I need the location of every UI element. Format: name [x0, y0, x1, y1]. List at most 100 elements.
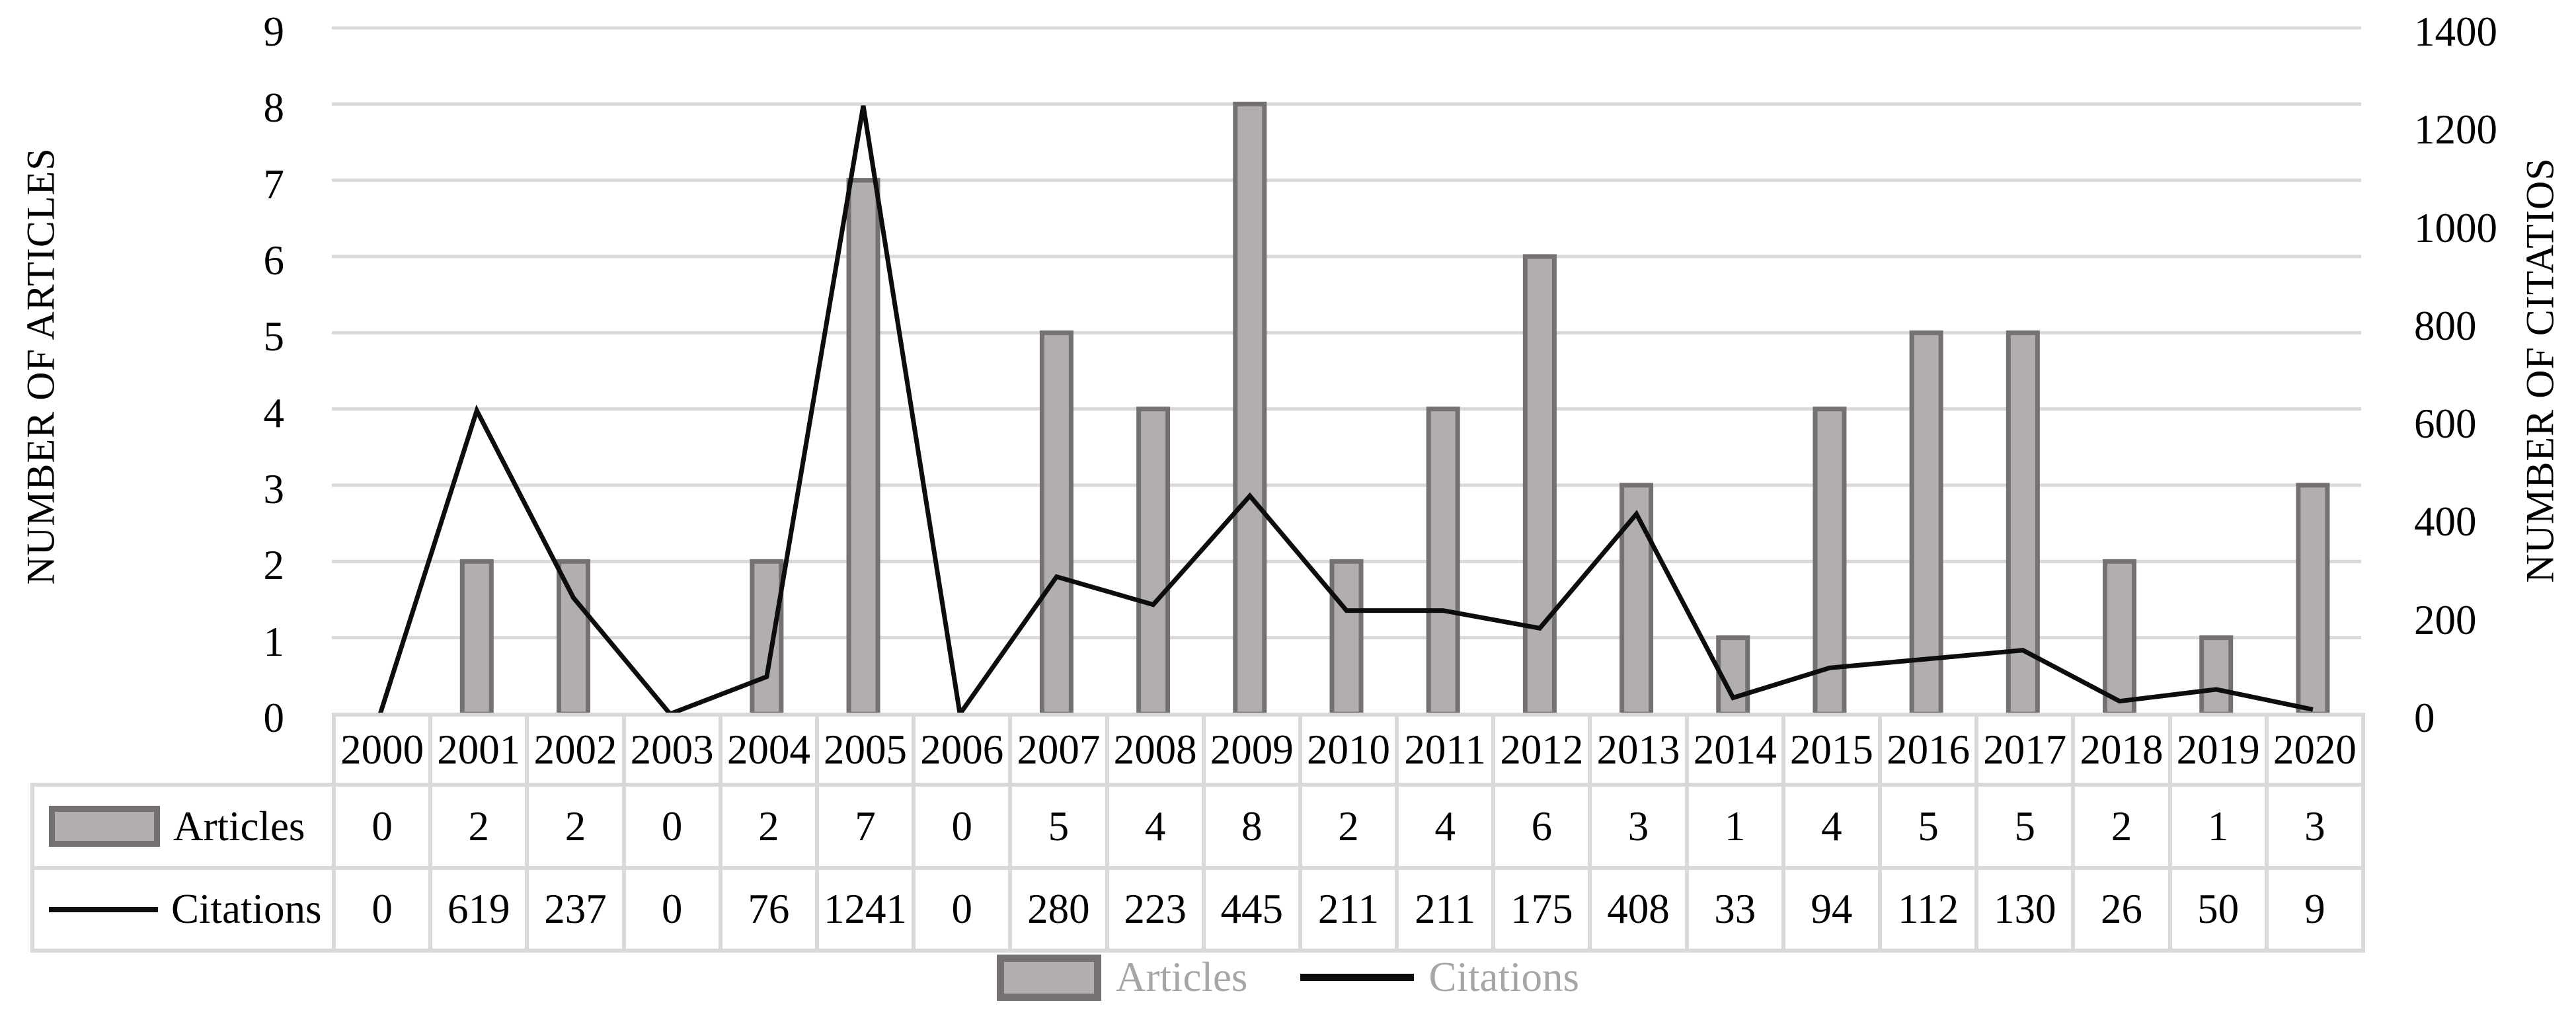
right-axis-tick: 1000	[2414, 204, 2497, 251]
citations-row-value-cell: 26	[2071, 866, 2172, 953]
right-axis-tick: 600	[2414, 401, 2477, 448]
citations-row-value-cell: 280	[1008, 866, 1109, 953]
articles-row-value-cell: 3	[2264, 783, 2365, 870]
right-axis-tick: 200	[2414, 596, 2477, 643]
citations-row-value-cell: 619	[428, 866, 529, 953]
year-header-cell: 2015	[1781, 713, 1883, 787]
year-header-cell: 2001	[428, 713, 529, 787]
year-header-cell: 2006	[912, 713, 1013, 787]
citations-row-value-cell: 1241	[814, 866, 916, 953]
left-axis-tick: 1	[263, 618, 285, 665]
citations-row-value-cell: 112	[1877, 866, 1979, 953]
articles-bar	[556, 559, 590, 717]
citations-row-value-cell: 0	[912, 866, 1013, 953]
citations-row-value-cell: 9	[2264, 866, 2365, 953]
articles-row-key: Articles	[30, 783, 336, 870]
legend-label-citations: Citations	[1428, 954, 1579, 1000]
articles-row-value-cell: 2	[718, 783, 819, 870]
legend-label-articles: Articles	[1116, 954, 1248, 1000]
articles-bar	[1426, 407, 1460, 717]
articles-row-value-cell: 0	[621, 783, 722, 870]
articles-bar	[1136, 407, 1171, 717]
articles-bar	[1329, 559, 1364, 717]
year-header-cell: 2009	[1201, 713, 1302, 787]
articles-row-value-cell: 8	[1201, 783, 1302, 870]
year-header-cell: 2005	[814, 713, 916, 787]
table-header-row: 2000 2001 2002 2003 2004 2005 2006 2007 2008 2009…	[32, 713, 2365, 787]
articles-bar	[2199, 635, 2234, 717]
left-axis-tick: 9	[263, 9, 285, 55]
citations-row-value-cell: 408	[1588, 866, 1689, 953]
articles-row-value-cell: 6	[1491, 783, 1592, 870]
year-header-cell: 2003	[621, 713, 722, 787]
citations-row-value-cell: 76	[718, 866, 819, 953]
citations-row-value-cell: 211	[1395, 866, 1496, 953]
citations-row-value-cell: 50	[2167, 866, 2269, 953]
citations-row-value-cell: 223	[1105, 866, 1206, 953]
right-axis-tick: 400	[2414, 498, 2477, 545]
citations-row-value-cell: 237	[525, 866, 626, 953]
articles-row-value-cell: 0	[331, 783, 433, 870]
articles-row-value-cell: 3	[1588, 783, 1689, 870]
citations-row-value-cell: 130	[1974, 866, 2076, 953]
year-header-cell: 2014	[1684, 713, 1785, 787]
citations-row-value-cell: 0	[331, 866, 433, 953]
articles-bar	[1909, 330, 1943, 717]
citations-line	[377, 105, 2314, 718]
citations-row-value-cell: 33	[1684, 866, 1785, 953]
citations-row: Citations 0 619 237 0 76 1241 0 280 223 445 211 211 1…	[30, 866, 2365, 953]
year-header-cell: 2016	[1877, 713, 1979, 787]
year-header-cell: 2000	[331, 713, 433, 787]
articles-row-value-cell: 2	[525, 783, 626, 870]
citations-row-value-cell: 175	[1491, 866, 1592, 953]
legend-item-citations: Citations	[1300, 953, 1579, 1002]
left-axis-tick: 4	[263, 389, 285, 436]
citations-row-key-box: Citations	[36, 885, 330, 933]
articles-bar	[846, 178, 880, 717]
articles-row-value-cell: 5	[1008, 783, 1109, 870]
left-axis-tick: 5	[263, 313, 285, 360]
articles-swatch-icon	[997, 954, 1102, 1001]
articles-bar	[1233, 101, 1267, 717]
articles-row-value-cell: 4	[1395, 783, 1496, 870]
left-axis-tick: 6	[263, 237, 285, 284]
citations-row-value-cell: 94	[1781, 866, 1883, 953]
year-header-cell: 2019	[2167, 713, 2269, 787]
articles-row: Articles 0 2 2 0 2 7 0 5 4 8 2 4 6 3 1 4 5 5 2 1 3	[30, 783, 2365, 870]
year-header-cell: 2002	[525, 713, 626, 787]
data-table: 2000 2001 2002 2003 2004 2005 2006 2007 2008 2009…	[30, 713, 2365, 953]
left-axis-tick: 7	[263, 161, 285, 208]
year-header-cell: 2013	[1588, 713, 1689, 787]
left-axis-title: NUMBER OF ARTICLES	[19, 147, 63, 585]
left-axis-tick: 0	[263, 695, 285, 741]
articles-bar	[1620, 483, 1654, 717]
citations-row-key: Citations	[30, 866, 336, 953]
articles-row-value-cell: 5	[1974, 783, 2076, 870]
citations-row-value-cell: 445	[1201, 866, 1302, 953]
year-header-cell: 2017	[1974, 713, 2076, 787]
table-corner-blank	[32, 715, 334, 785]
articles-bar	[2103, 559, 2137, 717]
articles-row-value-cell: 2	[2071, 783, 2172, 870]
articles-row-label: Articles	[173, 803, 305, 849]
articles-row-key-box: Articles	[36, 803, 330, 851]
articles-bar	[459, 559, 494, 717]
articles-bar	[750, 559, 784, 717]
citations-row-value-cell: 0	[621, 866, 722, 953]
year-header-cell: 2011	[1395, 713, 1496, 787]
year-header-cell: 2010	[1298, 713, 1399, 787]
citations-row-value-cell: 211	[1298, 866, 1399, 953]
citations-line-icon	[1300, 974, 1415, 981]
articles-row-value-cell: 2	[1298, 783, 1399, 870]
left-axis-tick: 3	[263, 466, 285, 512]
articles-row-value-cell: 0	[912, 783, 1013, 870]
right-axis-tick: 1200	[2414, 106, 2497, 153]
left-axis-tick: 2	[263, 542, 285, 589]
articles-bar	[1813, 407, 1847, 717]
articles-row-value-cell: 4	[1105, 783, 1206, 870]
right-axis-tick: 800	[2414, 302, 2477, 349]
legend: Articles Citations	[0, 953, 2576, 1002]
articles-row-value-cell: 1	[2167, 783, 2269, 870]
plot-area	[332, 26, 2361, 718]
